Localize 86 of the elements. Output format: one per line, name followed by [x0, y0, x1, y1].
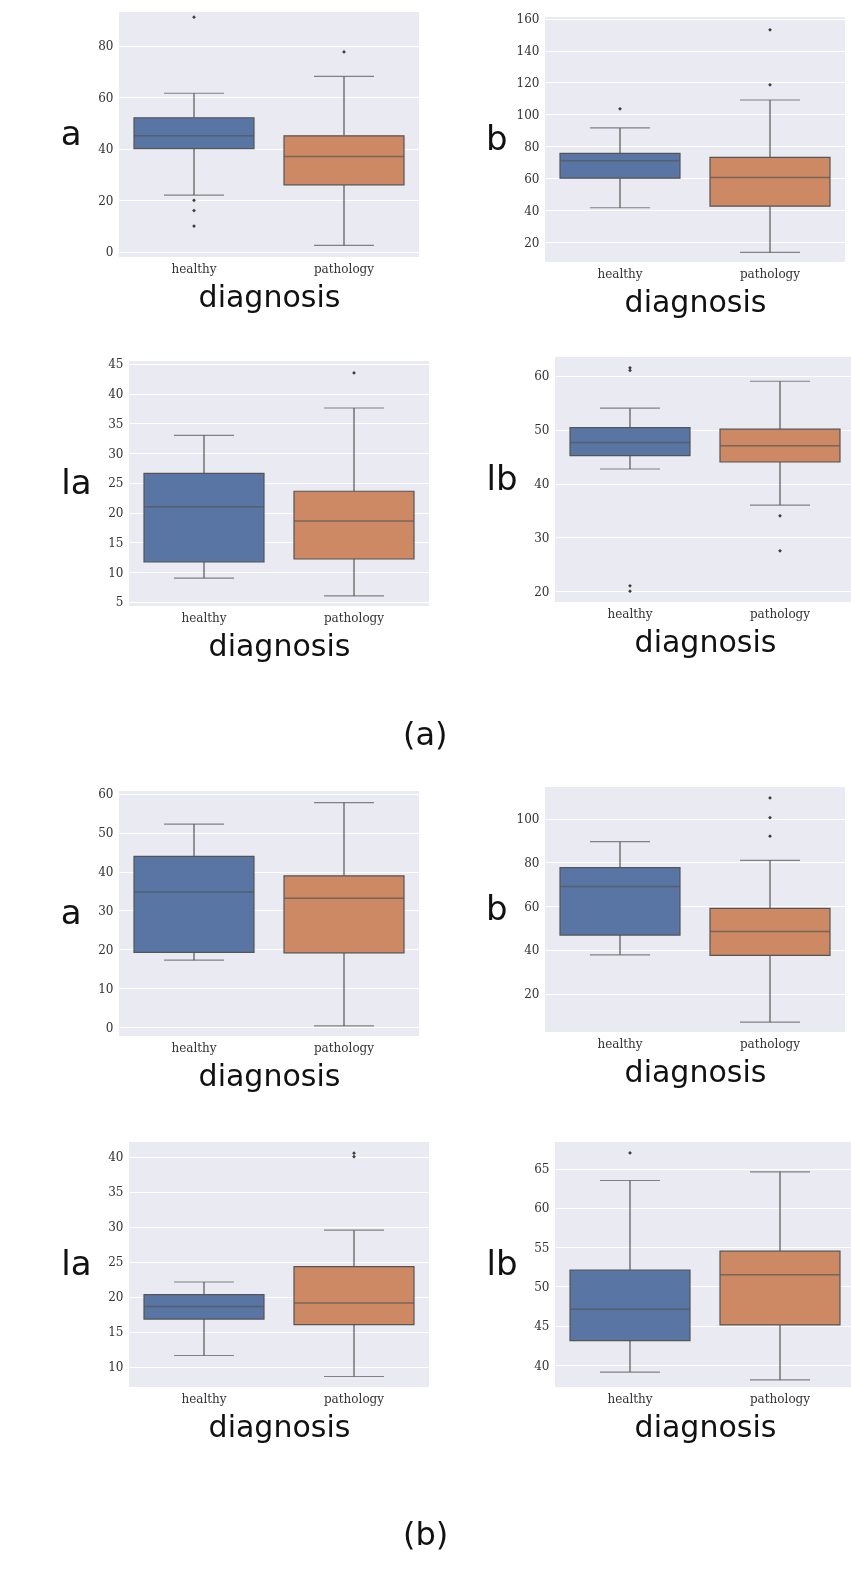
y-tick-label: 50 — [534, 423, 550, 438]
y-tick-label: 15 — [108, 1325, 124, 1340]
x-axis-title: diagnosis — [634, 1408, 777, 1444]
x-tick-label: pathology — [323, 610, 385, 625]
y-tick-label: 60 — [524, 899, 540, 914]
y-tick-label: 120 — [516, 75, 540, 90]
x-axis-title: diagnosis — [198, 1057, 341, 1093]
x-tick-label: healthy — [607, 606, 653, 621]
y-tick-label: 45 — [108, 357, 124, 372]
y-tick-label: 40 — [534, 477, 550, 492]
y-tick-label: 100 — [516, 812, 540, 827]
x-axis-title: diagnosis — [624, 283, 767, 319]
y-tick-label: 60 — [534, 369, 550, 384]
y-axis-title: b — [485, 118, 508, 158]
y-tick-label: 80 — [524, 139, 540, 154]
y-tick-label: 140 — [516, 44, 540, 59]
y-tick-label: 30 — [98, 903, 114, 918]
y-tick-label: 20 — [98, 942, 114, 957]
y-tick-label: 40 — [524, 203, 540, 218]
y-tick-label: 160 — [516, 12, 540, 27]
y-tick-label: 20 — [108, 1290, 124, 1305]
x-tick-label: healthy — [171, 261, 217, 276]
x-tick-label: healthy — [597, 266, 643, 281]
y-axis-title: a — [60, 113, 82, 153]
y-tick-label: 80 — [98, 39, 114, 54]
y-axis-title: a — [60, 892, 82, 932]
x-axis-title: diagnosis — [208, 1408, 351, 1444]
y-tick-label: 30 — [534, 530, 550, 545]
x-axis-title: diagnosis — [198, 278, 341, 314]
y-tick-label: 30 — [108, 1220, 124, 1235]
x-tick-label: pathology — [313, 1040, 375, 1055]
y-tick-label: 10 — [98, 981, 114, 996]
y-tick-label: 60 — [524, 171, 540, 186]
x-tick-label: pathology — [313, 261, 375, 276]
y-axis-title: lb — [486, 458, 518, 498]
y-tick-label: 40 — [534, 1358, 550, 1373]
y-tick-label: 50 — [98, 826, 114, 841]
y-tick-label: 20 — [524, 235, 540, 250]
x-axis-title: diagnosis — [624, 1053, 767, 1089]
text: (a) — [403, 715, 448, 753]
y-tick-label: 60 — [98, 787, 114, 802]
y-tick-label: 55 — [534, 1240, 550, 1255]
y-tick-label: 35 — [108, 416, 124, 431]
y-tick-label: 100 — [516, 107, 540, 122]
y-tick-label: 25 — [108, 476, 124, 491]
text: (b) — [403, 1515, 449, 1553]
x-tick-label: healthy — [171, 1040, 217, 1055]
y-tick-label: 40 — [108, 1150, 124, 1165]
y-tick-label: 15 — [108, 535, 124, 550]
x-tick-label: healthy — [181, 1391, 227, 1406]
y-tick-label: 65 — [534, 1162, 550, 1177]
y-tick-label: 40 — [98, 865, 114, 879]
y-tick-label: 10 — [108, 565, 124, 580]
y-tick-label: 10 — [108, 1360, 124, 1375]
y-tick-label: 20 — [534, 584, 550, 599]
x-tick-label: pathology — [749, 1391, 811, 1406]
x-tick-label: healthy — [181, 610, 227, 625]
y-tick-label: 40 — [524, 943, 540, 958]
y-tick-label: 80 — [524, 855, 540, 870]
x-axis-title: diagnosis — [208, 627, 351, 663]
x-tick-label: healthy — [607, 1391, 653, 1406]
y-tick-label: 5 — [115, 595, 124, 610]
y-axis-title: la — [61, 1243, 92, 1283]
x-tick-label: pathology — [739, 266, 801, 281]
y-tick-label: 0 — [105, 1020, 114, 1035]
y-tick-label: 20 — [524, 987, 540, 1002]
y-tick-label: 60 — [534, 1201, 550, 1216]
y-tick-label: 20 — [108, 506, 124, 521]
y-axis-title: la — [61, 462, 92, 502]
y-tick-label: 30 — [108, 446, 124, 461]
y-tick-label: 40 — [98, 142, 114, 157]
y-tick-label: 20 — [98, 193, 114, 208]
x-tick-label: pathology — [323, 1391, 385, 1406]
y-tick-label: 60 — [98, 90, 114, 105]
x-tick-label: pathology — [739, 1036, 801, 1051]
y-tick-label: 25 — [108, 1255, 124, 1270]
x-tick-label: pathology — [749, 606, 811, 621]
x-tick-label: healthy — [597, 1036, 643, 1051]
y-axis-title: b — [485, 888, 508, 928]
x-axis-title: diagnosis — [634, 623, 777, 659]
y-tick-label: 50 — [534, 1279, 550, 1294]
y-tick-label: 0 — [105, 245, 114, 260]
y-tick-label: 40 — [108, 387, 124, 402]
y-tick-label: 45 — [534, 1319, 550, 1334]
y-tick-label: 35 — [108, 1185, 124, 1200]
y-axis-title: lb — [486, 1243, 518, 1283]
